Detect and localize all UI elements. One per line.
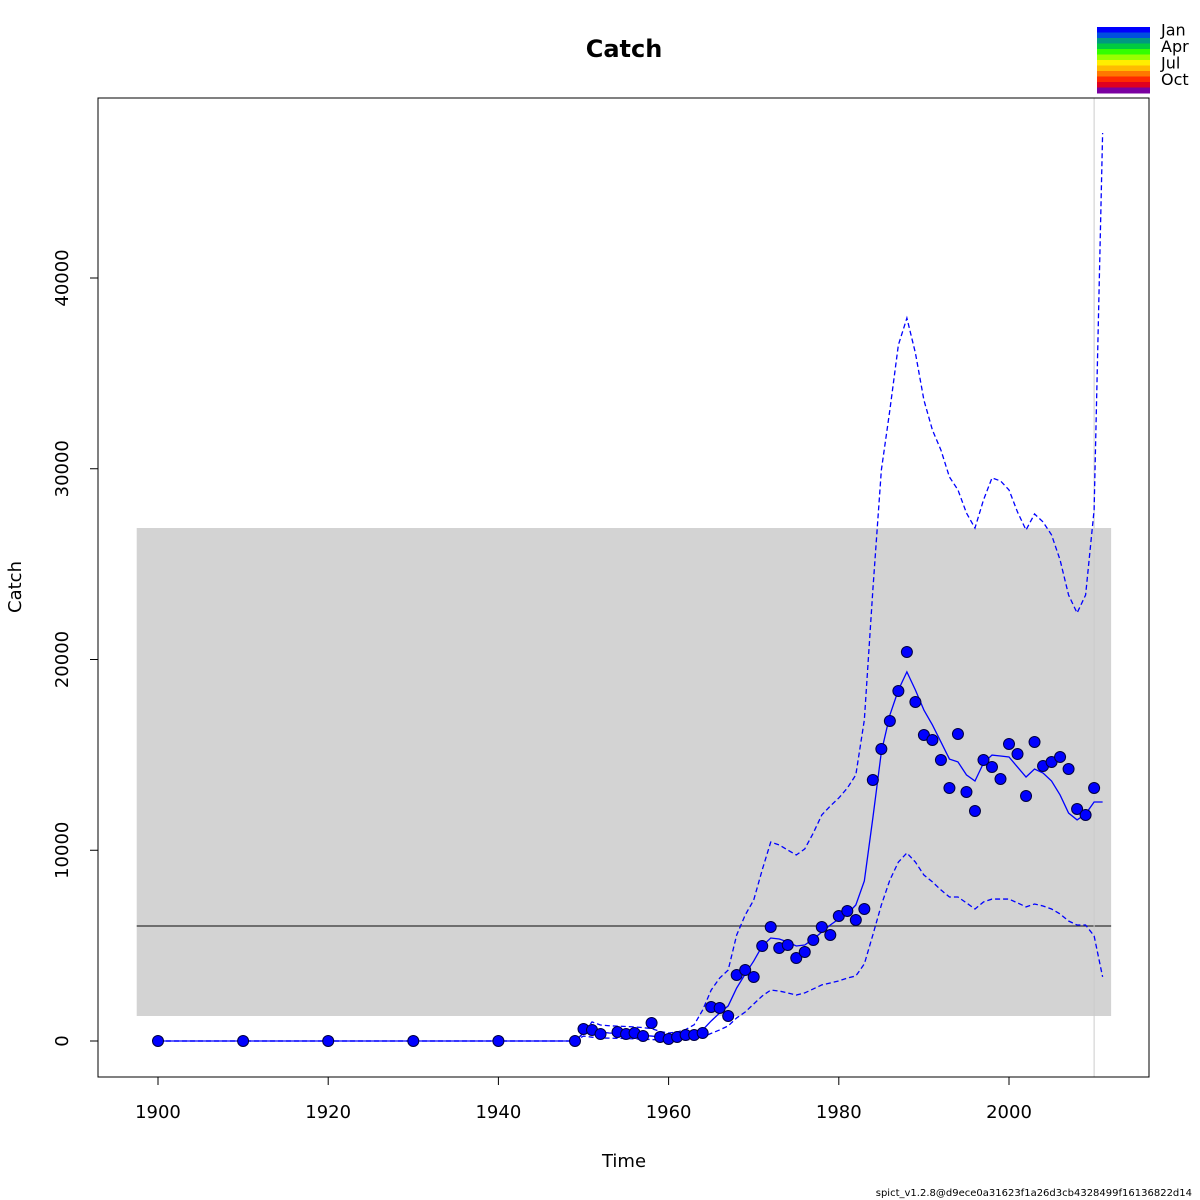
x-tick-label: 1980 [816, 1102, 862, 1123]
data-point [892, 684, 905, 697]
reference-band [136, 527, 1112, 1016]
data-point [722, 1009, 735, 1022]
legend-label: Jul [1160, 54, 1180, 73]
legend-swatch [1097, 87, 1150, 94]
ci-line [157, 133, 1104, 1042]
data-point [841, 905, 854, 918]
data-point [1088, 782, 1101, 795]
data-point [798, 945, 811, 958]
x-tick-label: 2000 [986, 1102, 1032, 1123]
data-point [756, 940, 769, 953]
data-point [1011, 747, 1024, 760]
y-axis-label: Catch [5, 561, 26, 613]
footer: spict_v1.2.8@d9ece0a31623f1a26d3cb432849… [876, 1188, 1192, 1199]
legend-swatch [1097, 38, 1150, 44]
x-tick-label: 1940 [475, 1102, 521, 1123]
data-point [926, 733, 939, 746]
legend-label: Jan [1160, 21, 1186, 40]
legend-swatch [1097, 49, 1150, 55]
data-point [322, 1035, 335, 1048]
legend-swatch [1097, 82, 1150, 88]
data-point [807, 934, 820, 947]
data-point [713, 1002, 726, 1015]
data-point [866, 773, 879, 786]
legend-swatch [1097, 32, 1150, 39]
data-point [1028, 736, 1041, 749]
legend-label: Apr [1161, 37, 1189, 56]
chart-title: Catch [586, 35, 663, 63]
legend-swatch [1097, 54, 1150, 61]
data-point [934, 754, 947, 767]
data-point [594, 1028, 607, 1041]
y-tick-label: 40000 [52, 249, 73, 306]
data-point [951, 728, 964, 741]
data-point [637, 1030, 650, 1043]
data-point [764, 921, 777, 934]
data-point [407, 1035, 420, 1048]
data-point [790, 952, 803, 965]
data-point [696, 1026, 709, 1039]
data-point [1003, 738, 1016, 751]
x-tick-label: 1960 [646, 1102, 692, 1123]
data-point [1054, 751, 1067, 764]
legend-swatch [1097, 27, 1150, 33]
y-tick-label: 0 [52, 1035, 73, 1046]
data-point [237, 1035, 250, 1048]
data-point [968, 804, 981, 817]
data-point [568, 1035, 581, 1048]
data-point [824, 929, 837, 942]
data-point [1020, 790, 1033, 803]
data-point [781, 938, 794, 951]
y-tick-label: 20000 [52, 631, 73, 688]
y-tick-label: 10000 [52, 822, 73, 879]
x-tick-label: 1920 [305, 1102, 351, 1123]
legend-swatch [1097, 71, 1150, 77]
plot-frame [97, 97, 1150, 1078]
x-tick-label: 1900 [135, 1102, 181, 1123]
legend-swatch [1097, 76, 1150, 83]
data-point [1062, 762, 1075, 775]
data-point [815, 921, 828, 934]
data-point [883, 714, 896, 727]
y-tick-label: 30000 [52, 440, 73, 497]
data-point [858, 903, 871, 916]
legend-swatch [1097, 43, 1150, 50]
data-point [943, 782, 956, 795]
data-point [900, 646, 913, 659]
data-point [151, 1035, 164, 1048]
legend-label: Oct [1161, 70, 1189, 89]
data-point [492, 1035, 505, 1048]
data-point [849, 914, 862, 927]
data-point [1071, 802, 1084, 815]
data-point [977, 754, 990, 767]
x-axis-label: Time [601, 1151, 646, 1172]
data-point [994, 773, 1007, 786]
data-point [1079, 809, 1092, 822]
legend-swatch [1097, 60, 1150, 66]
data-point [875, 743, 888, 756]
data-point [985, 761, 998, 774]
data-point [739, 964, 752, 977]
data-point [747, 971, 760, 984]
data-point [960, 785, 973, 798]
data-point [909, 695, 922, 708]
data-point [645, 1016, 658, 1029]
legend-swatch [1097, 65, 1150, 72]
